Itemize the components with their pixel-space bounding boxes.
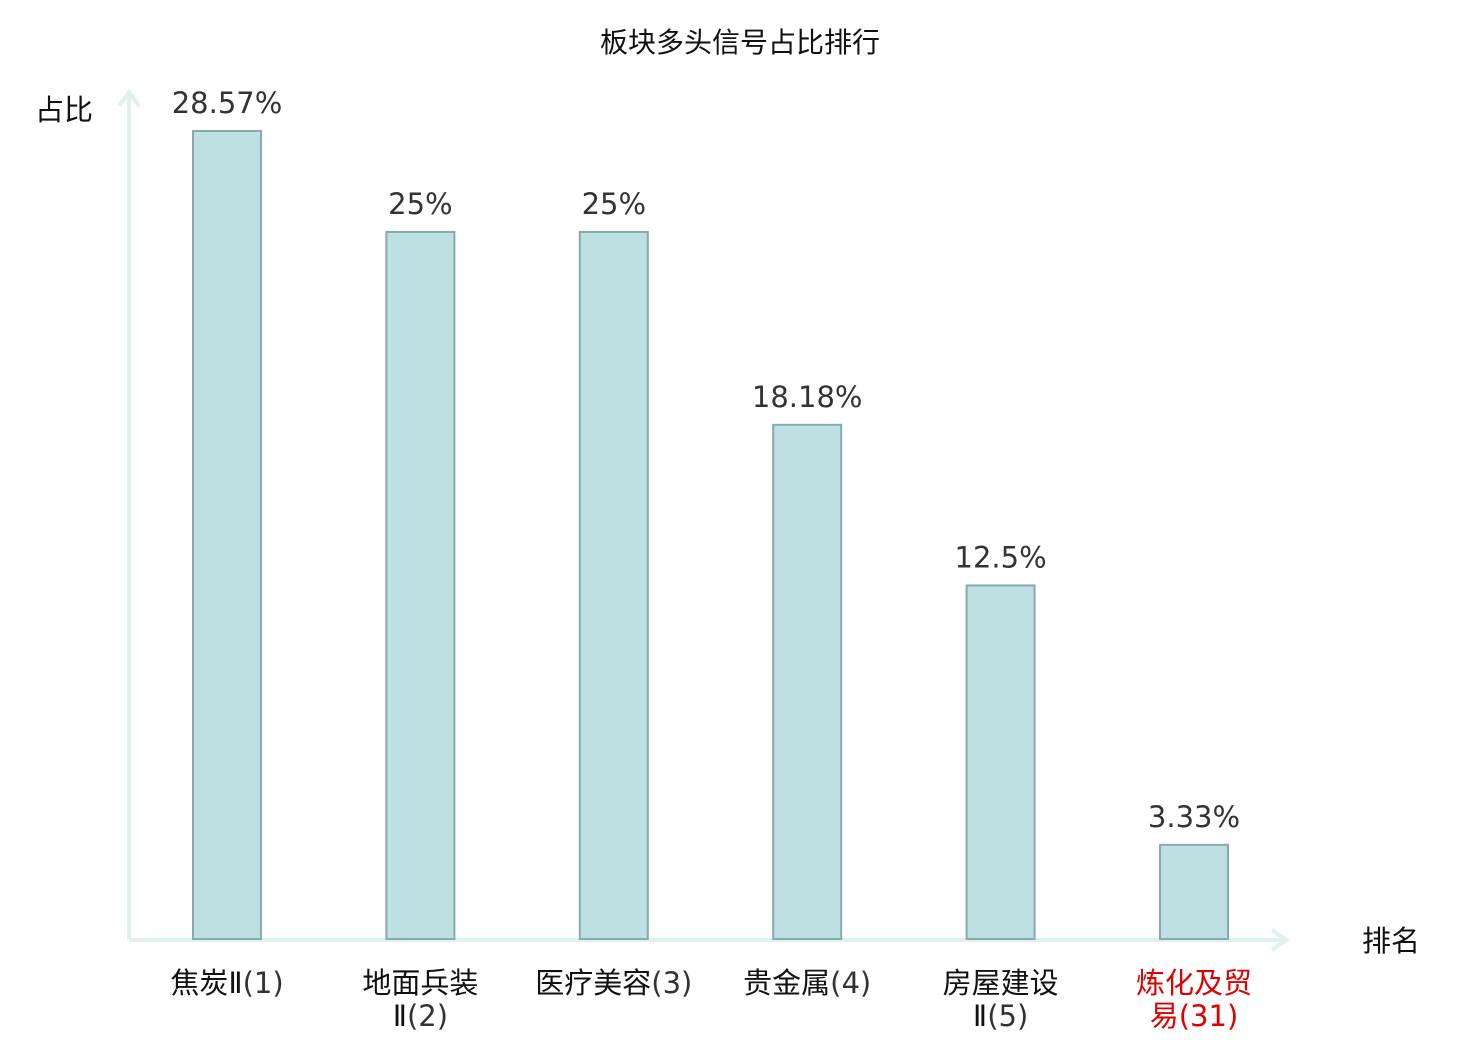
category-rank-5: (5) — [987, 999, 1028, 1033]
category-name-6-line-2: 易(31) — [1150, 999, 1239, 1033]
bar-2 — [385, 230, 456, 940]
y-axis-label: 占比 — [35, 93, 93, 127]
chart-title: 板块多头信号占比排行 — [600, 26, 880, 59]
category-rank-1: (1) — [243, 966, 284, 1000]
value-label-2: 25% — [388, 187, 452, 221]
x-axis-label: 排名 — [1362, 924, 1420, 958]
category-label-3: 医疗美容(3) — [535, 966, 692, 1000]
category-label-1: 焦炭Ⅱ(1) — [170, 966, 283, 1000]
value-label-3: 25% — [582, 187, 646, 221]
value-labels: 28.57% 25% 25% 18.18% 12.5% 3.33% — [172, 86, 1240, 834]
value-label-6: 3.33% — [1148, 800, 1240, 834]
bars — [192, 130, 1229, 941]
category-name-2-line-1: 地面兵装 — [362, 966, 478, 1000]
y-axis — [117, 88, 141, 940]
category-name-1-line-1: 焦炭Ⅱ(1) — [170, 966, 283, 1000]
category-name-2-line-2: Ⅱ(2) — [393, 999, 448, 1033]
x-axis — [129, 928, 1290, 952]
category-rank-4: (4) — [830, 966, 871, 1000]
category-label-4: 贵金属(4) — [743, 966, 871, 1000]
bar-5 — [965, 584, 1036, 940]
value-label-5: 12.5% — [955, 540, 1047, 574]
bar-1 — [192, 130, 262, 940]
category-name-5-line-1: 房屋建设 — [943, 966, 1059, 1000]
category-name-5-line-2: Ⅱ(5) — [973, 999, 1028, 1033]
category-name-4-line-1: 贵金属(4) — [743, 966, 871, 1000]
category-name-3-line-1: 医疗美容(3) — [535, 966, 692, 1000]
bar-4 — [772, 423, 843, 941]
category-rank-6: (31) — [1179, 999, 1239, 1033]
value-label-1: 28.57% — [172, 86, 283, 120]
category-rank-2: (2) — [407, 999, 448, 1033]
bar-6 — [1159, 843, 1229, 940]
value-label-4: 18.18% — [752, 380, 863, 414]
category-name-6-line-1: 炼化及贸 — [1136, 966, 1252, 1000]
bar-3 — [578, 230, 649, 940]
category-rank-3: (3) — [651, 966, 692, 1000]
